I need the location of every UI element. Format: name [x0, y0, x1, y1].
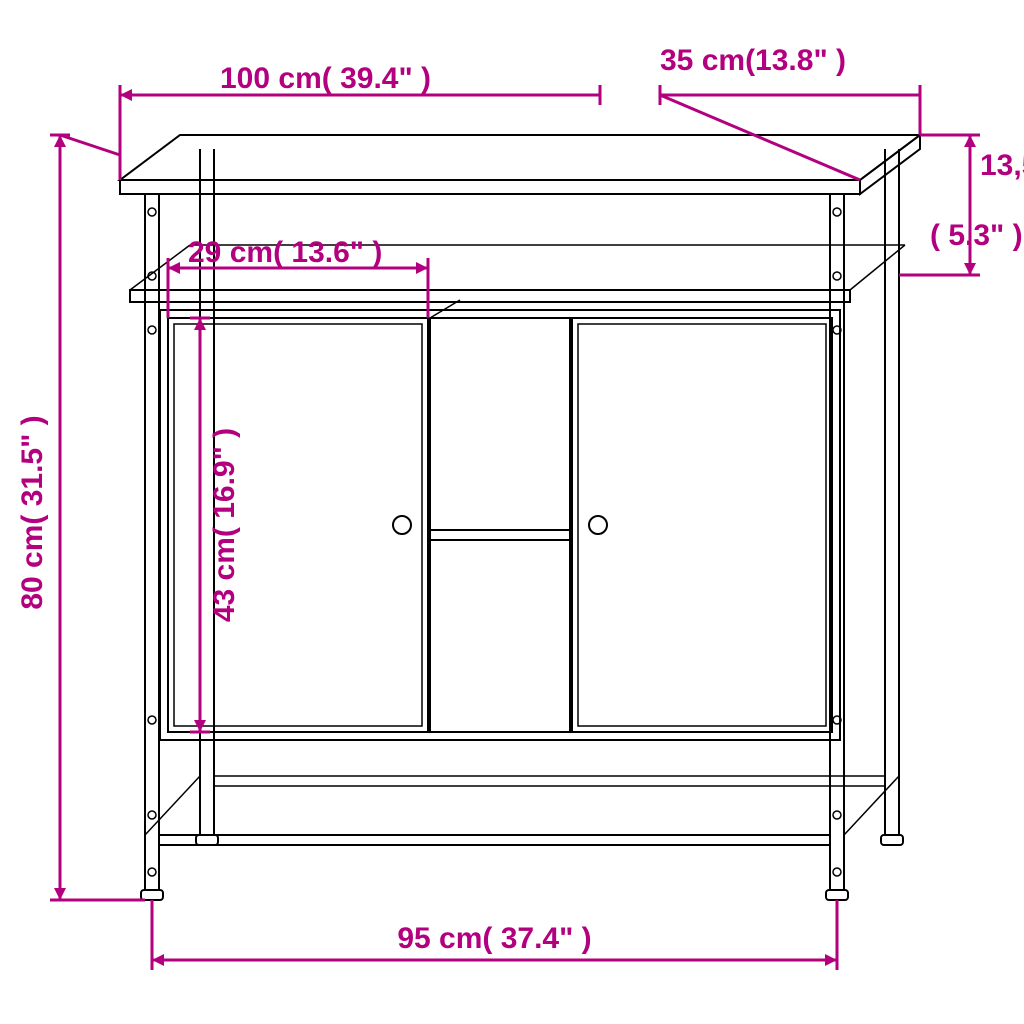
dim-width-top: 100 cm( 39.4" ) — [220, 62, 431, 95]
dim-gap-in: ( 5.3" ) — [930, 219, 1023, 252]
knob-right — [589, 516, 607, 534]
dim-depth: 35 cm(13.8" ) — [660, 44, 846, 77]
dim-gap-cm: 13,5 cm — [980, 149, 1024, 182]
dim-base-w: 95 cm( 37.4" ) — [397, 922, 591, 955]
dim-height: 80 cm( 31.5" ) — [16, 415, 49, 609]
knob-left — [393, 516, 411, 534]
dim-door-h: 43 cm( 16.9" ) — [208, 428, 241, 622]
dim-door-w: 29 cm( 13.6" ) — [188, 236, 382, 269]
